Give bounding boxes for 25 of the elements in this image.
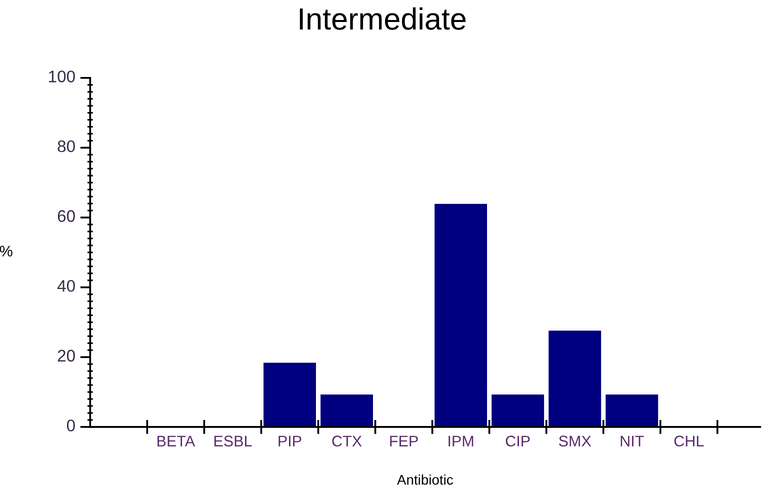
bar bbox=[548, 330, 602, 427]
y-tick-label: 0 bbox=[66, 420, 75, 432]
bar bbox=[320, 394, 373, 427]
bar bbox=[606, 394, 658, 427]
y-axis-title: % bbox=[0, 246, 12, 256]
x-tick-label: SMX bbox=[558, 436, 592, 446]
x-tick-label: IPM bbox=[448, 436, 474, 446]
x-tick-label: ESBL bbox=[214, 436, 252, 446]
y-tick-label: 100 bbox=[49, 70, 75, 82]
bar bbox=[434, 204, 488, 427]
chart-title: Intermediate bbox=[300, 7, 466, 30]
x-axis-title: Antibiotic bbox=[397, 474, 453, 485]
x-tick-label: BETA bbox=[158, 436, 196, 446]
x-tick-label: CHL bbox=[674, 436, 704, 446]
x-tick-label: CIP bbox=[506, 436, 530, 446]
x-tick-label: FEP bbox=[390, 436, 418, 446]
y-tick-label: 80 bbox=[58, 140, 75, 152]
x-tick-label: CTX bbox=[332, 436, 362, 446]
y-tick-label: 60 bbox=[58, 210, 75, 222]
bar bbox=[492, 394, 544, 427]
y-tick-label: 40 bbox=[57, 280, 75, 292]
x-tick-label: PIP bbox=[278, 436, 302, 446]
y-tick-label: 20 bbox=[58, 350, 75, 362]
x-tick-label: NIT bbox=[620, 436, 644, 446]
bar bbox=[264, 362, 316, 427]
